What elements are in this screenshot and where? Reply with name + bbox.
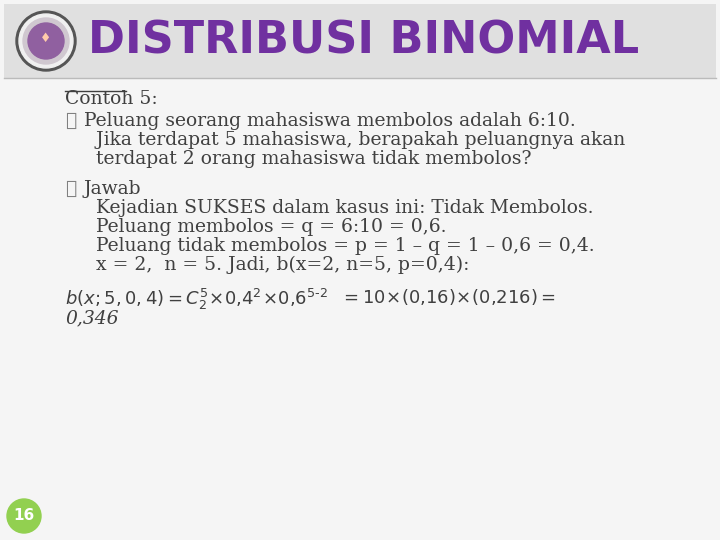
Text: ❧: ❧ <box>65 180 76 198</box>
Text: Jika terdapat 5 mahasiswa, berapakah peluangnya akan: Jika terdapat 5 mahasiswa, berapakah pel… <box>84 131 625 149</box>
Circle shape <box>19 14 73 68</box>
Circle shape <box>7 499 41 533</box>
Circle shape <box>28 23 64 59</box>
Text: $b(x;5,0,4) = C_2^5 \!\times\! 0{,}4^2 \!\times\! 0{,}6^{5\text{-}2}$: $b(x;5,0,4) = C_2^5 \!\times\! 0{,}4^2 \… <box>65 287 328 312</box>
Text: terdapat 2 orang mahasiswa tidak membolos?: terdapat 2 orang mahasiswa tidak membolo… <box>84 150 531 168</box>
Text: 16: 16 <box>14 509 35 523</box>
Text: Peluang seorang mahasiswa membolos adalah 6:10.: Peluang seorang mahasiswa membolos adala… <box>84 112 576 130</box>
Text: 0,346: 0,346 <box>65 309 119 327</box>
Text: Peluang membolos = q = 6:10 = 0,6.: Peluang membolos = q = 6:10 = 0,6. <box>84 218 446 236</box>
Text: DISTRIBUSI BINOMIAL: DISTRIBUSI BINOMIAL <box>88 19 639 63</box>
Text: Contoh 5:: Contoh 5: <box>65 90 158 108</box>
Text: Kejadian SUKSES dalam kasus ini: Tidak Membolos.: Kejadian SUKSES dalam kasus ini: Tidak M… <box>84 199 593 217</box>
Text: x = 2,  n = 5. Jadi, b(x=2, n=5, p=0,4):: x = 2, n = 5. Jadi, b(x=2, n=5, p=0,4): <box>84 256 469 274</box>
Text: Jawab: Jawab <box>84 180 142 198</box>
Text: ♦: ♦ <box>40 32 52 45</box>
FancyBboxPatch shape <box>4 4 716 78</box>
Text: ❧: ❧ <box>65 112 76 130</box>
Circle shape <box>23 18 69 64</box>
Circle shape <box>16 11 76 71</box>
Text: Peluang tidak membolos = p = 1 – q = 1 – 0,6 = 0,4.: Peluang tidak membolos = p = 1 – q = 1 –… <box>84 237 595 255</box>
Text: $ = 10\!\times\!(0{,}16)\!\times\!(0{,}216) =$: $ = 10\!\times\!(0{,}16)\!\times\!(0{,}2… <box>340 287 556 307</box>
